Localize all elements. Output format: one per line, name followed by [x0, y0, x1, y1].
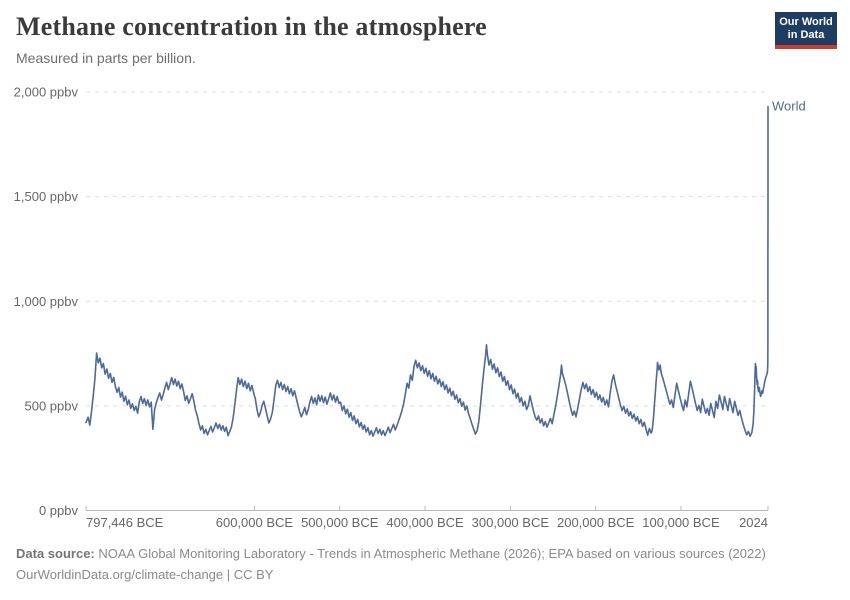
- license-line: OurWorldinData.org/climate-change | CC B…: [16, 567, 274, 582]
- x-axis-tick-label: 797,446 BCE: [86, 515, 164, 530]
- y-axis-tick-label: 500 ppbv: [25, 398, 79, 413]
- x-axis-tick-label: 200,000 BCE: [557, 515, 635, 530]
- x-axis-tick-label: 100,000 BCE: [642, 515, 720, 530]
- chart-footer: Data source: NOAA Global Monitoring Labo…: [16, 543, 836, 585]
- data-source-text: NOAA Global Monitoring Laboratory - Tren…: [94, 546, 766, 561]
- y-axis-tick-label: 1,500 ppbv: [14, 189, 79, 204]
- series-line-world: [85, 105, 769, 438]
- chart-subtitle: Measured in parts per billion.: [16, 50, 196, 66]
- x-axis-tick-label: 500,000 BCE: [301, 515, 379, 530]
- x-axis-tick-label: 400,000 BCE: [386, 515, 464, 530]
- x-axis-tick-label: 2024: [739, 515, 768, 530]
- y-axis-tick-label: 1,000 ppbv: [14, 294, 79, 309]
- data-source-label: Data source:: [16, 546, 95, 561]
- page-title: Methane concentration in the atmosphere: [16, 12, 487, 41]
- owid-logo[interactable]: Our World in Data: [775, 12, 837, 49]
- owid-logo-line2: in Data: [787, 28, 825, 41]
- y-axis-tick-label: 2,000 ppbv: [14, 85, 79, 100]
- x-axis-tick-label: 300,000 BCE: [472, 515, 550, 530]
- series-label-world[interactable]: World: [772, 99, 806, 114]
- owid-logo-line1: Our World: [779, 15, 833, 28]
- y-axis-tick-label: 0 ppbv: [39, 503, 79, 518]
- x-axis-tick-label: 600,000 BCE: [216, 515, 294, 530]
- data-source-line: Data source: NOAA Global Monitoring Labo…: [16, 543, 836, 564]
